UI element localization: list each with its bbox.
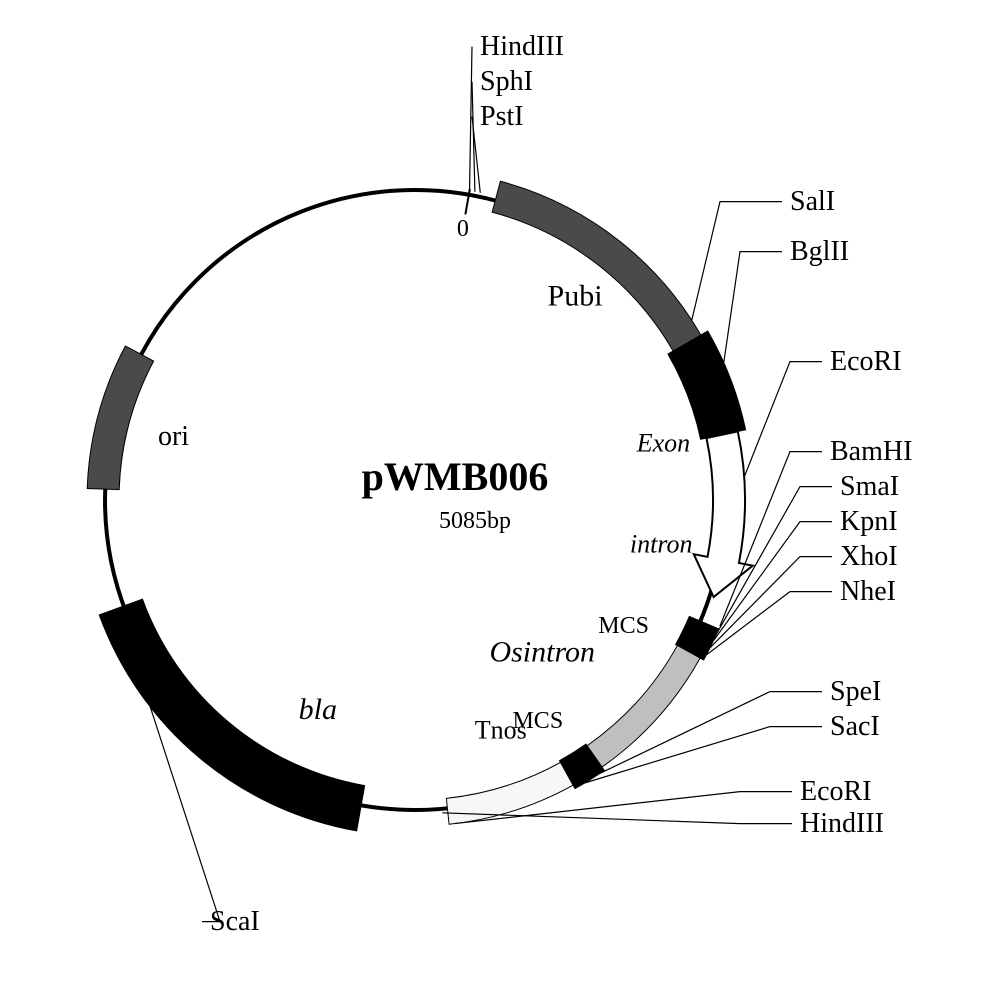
feature-label-tnos_lab: Tnos xyxy=(475,715,527,744)
site-label-spei: SpeI xyxy=(830,676,881,707)
leader-bglii xyxy=(724,252,782,363)
leader-nhei xyxy=(706,592,832,655)
plasmid-name: pWMB006 xyxy=(362,454,549,499)
site-label-nhei: NheI xyxy=(840,576,896,607)
feature-label-bla_lab: bla xyxy=(299,693,337,726)
plasmid-size: 5085bp xyxy=(439,508,511,534)
site-label-hindiii_top: HindIII xyxy=(480,31,564,62)
leader-sali xyxy=(692,202,782,321)
feature-label-exon_lab: Exon xyxy=(636,429,690,458)
site-label-saci: SacI xyxy=(830,711,880,742)
arc-ori xyxy=(87,346,153,490)
arc-osintron xyxy=(587,645,700,767)
arc-intron_arrow xyxy=(694,431,753,597)
leader-ecori_top xyxy=(744,362,822,477)
site-label-bglii: BglII xyxy=(790,236,849,267)
zero-label: 0 xyxy=(457,216,469,242)
site-label-sphi: SphI xyxy=(480,66,533,97)
site-label-sali: SalI xyxy=(790,186,835,217)
feature-label-intron_lab: intron xyxy=(630,530,693,559)
feature-label-ori_lab: ori xyxy=(158,421,189,452)
site-label-ecori_top: EcoRI xyxy=(830,346,902,377)
site-label-smai: SmaI xyxy=(840,471,899,502)
arc-pubi xyxy=(492,181,706,360)
site-label-xhoi: XhoI xyxy=(840,541,898,572)
arc-exon xyxy=(668,331,746,439)
site-label-hindiii_bot: HindIII xyxy=(800,808,884,839)
site-label-ecori_bot: EcoRI xyxy=(800,776,872,807)
site-label-kpni: KpnI xyxy=(840,506,898,537)
plasmid-map: 0pWMB0065085bpPubiExonintronMCSOsintronM… xyxy=(0,0,1000,985)
feature-label-mcs1_lab: MCS xyxy=(598,613,649,639)
site-label-psti: PstI xyxy=(480,101,524,132)
feature-label-osin_lab: Osintron xyxy=(489,636,595,669)
site-label-scai: ScaI xyxy=(210,906,260,937)
site-label-bamhi: BamHI xyxy=(830,436,912,467)
feature-label-pubi_lab: Pubi xyxy=(548,280,603,313)
leader-hindiii_bot xyxy=(442,813,792,824)
